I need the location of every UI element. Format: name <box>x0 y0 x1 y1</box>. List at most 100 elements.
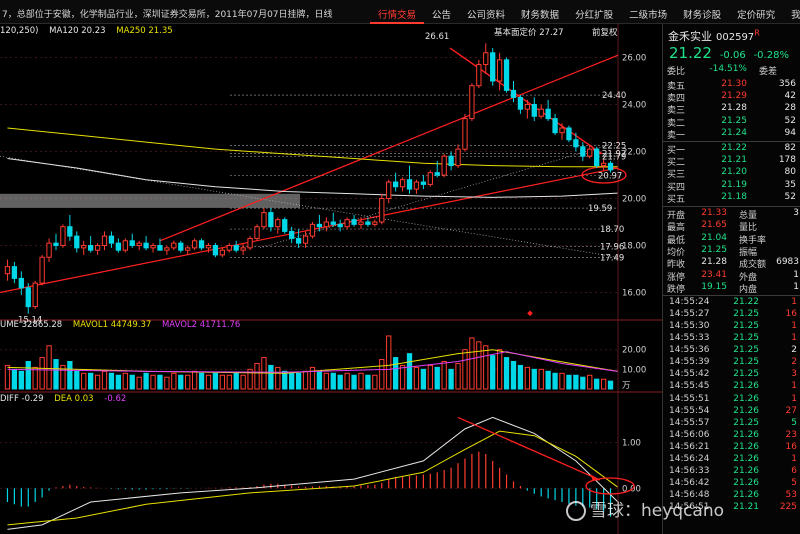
tab-8[interactable]: 我的F10 <box>791 10 800 21</box>
channel-line <box>259 141 619 249</box>
volume-axis-label: 20.00 <box>622 346 646 356</box>
order-price: 21.20 <box>721 167 747 178</box>
order-level-label: 买五 <box>667 194 686 205</box>
tick-price: 21.26 <box>733 429 759 440</box>
volume-bar <box>344 372 350 390</box>
candle-down <box>198 240 205 249</box>
tick-time: 14:55:42 <box>669 369 710 380</box>
stat-value: 23.41 <box>701 269 727 280</box>
candle-down <box>351 219 357 225</box>
order-volume: 28 <box>784 103 796 114</box>
tick-row[interactable]: 14:55:54 21.26 27 <box>663 406 800 418</box>
tick-row[interactable]: 14:55:30 21.25 1 <box>663 321 800 333</box>
stat-label: 量比 <box>739 223 758 234</box>
tab-0[interactable]: 行情交易 <box>370 0 425 24</box>
order-price: 21.19 <box>721 179 747 190</box>
price-mark-label: 20.97 <box>598 172 622 182</box>
xueqiu-logo-icon <box>566 501 586 521</box>
tick-row[interactable]: 14:55:42 21.25 3 <box>663 369 800 381</box>
candle-up <box>358 221 364 225</box>
tick-volume: 5 <box>791 417 797 428</box>
tick-row[interactable]: 14:55:57 21.25 5 <box>663 418 800 430</box>
order-level-label: 买一 <box>667 146 686 156</box>
buy-level-row[interactable]: 买四 21.19 35 <box>663 179 800 193</box>
order-volume: 94 <box>784 127 796 138</box>
tick-row[interactable]: 14:55:45 21.26 1 <box>663 381 800 393</box>
tick-time: 14:55:39 <box>669 357 710 368</box>
order-price: 21.29 <box>721 91 747 102</box>
tick-row[interactable]: 14:56:51 21.21 225 <box>663 502 800 514</box>
tick-volume: 27 <box>785 405 797 416</box>
volume-bar <box>600 378 607 390</box>
candle-down <box>406 179 413 190</box>
buy-level-row[interactable]: 买二 21.21 178 <box>663 155 800 168</box>
tick-row[interactable]: 14:55:36 21.25 2 <box>663 345 800 357</box>
stat-value: 21.04 <box>701 232 727 243</box>
tab-5[interactable]: 二级市场 <box>629 10 668 21</box>
candle-down <box>18 277 24 289</box>
sell-level-row[interactable]: 卖四 21.29 42 <box>663 91 800 104</box>
volume-bar <box>178 374 184 390</box>
macd-highlight-circle <box>585 477 635 495</box>
tick-price: 21.25 <box>733 417 759 428</box>
sell-level-row[interactable]: 卖二 21.25 52 <box>663 116 800 129</box>
tick-row[interactable]: 14:56:48 21.26 53 <box>663 490 800 502</box>
tab-2[interactable]: 公司资料 <box>467 10 506 21</box>
order-volume: 80 <box>784 167 796 178</box>
stat-value: 19.15 <box>701 281 727 292</box>
buy-level-row[interactable]: 买三 21.20 80 <box>663 167 800 180</box>
sell-level-row[interactable]: 卖一 21.24 94 <box>663 127 800 141</box>
tab-4[interactable]: 分红扩股 <box>575 10 614 21</box>
sell-level-row[interactable]: 卖三 21.28 28 <box>663 103 800 117</box>
tab-7[interactable]: 定价研究 <box>737 10 776 21</box>
buy-level-row[interactable]: 买五 21.18 52 <box>663 192 800 205</box>
order-level-label: 卖三 <box>667 106 686 117</box>
candle-up <box>136 242 142 246</box>
tick-time: 14:55:57 <box>669 417 710 428</box>
volume-bar <box>559 372 565 390</box>
trendline-down-arrow <box>449 47 603 155</box>
tick-row[interactable]: 14:55:33 21.25 1 <box>663 333 800 345</box>
tick-row[interactable]: 14:55:51 21.26 1 <box>663 394 800 406</box>
tick-row[interactable]: 14:56:33 21.26 6 <box>663 466 800 478</box>
volume-bar <box>247 368 253 390</box>
tick-row[interactable]: 14:56:21 21.26 16 <box>663 442 800 454</box>
tick-row[interactable]: 14:55:27 21.25 16 <box>663 309 800 321</box>
tick-price: 21.25 <box>733 333 759 344</box>
candle-up <box>226 245 232 251</box>
tick-time: 14:55:45 <box>669 381 710 392</box>
volume-bar <box>420 368 427 390</box>
tab-1[interactable]: 公告 <box>432 10 452 21</box>
volume-bar <box>552 372 558 390</box>
candle-up <box>372 221 378 225</box>
tick-volume: 1 <box>791 381 797 392</box>
tick-row[interactable]: 14:55:24 21.22 1 <box>663 297 800 309</box>
kline-chart-area[interactable]: 26.00 24.00 22.00 20.00 18.00 16.00 26.61 24.40… <box>0 24 662 534</box>
tick-row[interactable]: 14:55:39 21.25 2 <box>663 357 800 369</box>
macd-legend: DIFF -0.29 DEA 0.03 -0.62 <box>0 394 134 404</box>
price-mark-label: 17.49 <box>600 253 624 263</box>
tick-row[interactable]: 14:56:42 21.26 5 <box>663 478 800 490</box>
tick-volume: 225 <box>779 501 797 512</box>
candle-up <box>379 198 385 223</box>
volume-bar <box>386 335 392 390</box>
kline-chart-svg[interactable]: 26.00 24.00 22.00 20.00 18.00 16.00 26.61 24.40… <box>0 24 662 534</box>
volume-bar <box>406 353 413 390</box>
candle-up <box>496 59 503 82</box>
tick-row[interactable]: 14:56:24 21.26 1 <box>663 454 800 466</box>
ma250-label: MA250 21.35 <box>116 26 173 36</box>
tick-row[interactable]: 14:56:06 21.26 23 <box>663 430 800 442</box>
order-price: 21.21 <box>721 155 747 166</box>
tab-6[interactable]: 财务诊股 <box>683 10 722 21</box>
stock-name[interactable]: 金禾实业 002597R <box>668 28 760 44</box>
buy-level-row[interactable]: 买一 21.22 82 <box>663 143 800 156</box>
volume-bar <box>74 370 80 390</box>
adjust-mode-button[interactable]: 前复权 <box>592 28 618 38</box>
candle-down <box>573 139 579 148</box>
sell-level-row[interactable]: 卖五 21.30 356 <box>663 79 800 92</box>
volume-bar <box>309 366 316 390</box>
candle-down <box>337 223 343 228</box>
volume-bar <box>607 380 614 390</box>
tab-3[interactable]: 财务数据 <box>521 10 560 21</box>
volume-bar <box>545 370 551 390</box>
